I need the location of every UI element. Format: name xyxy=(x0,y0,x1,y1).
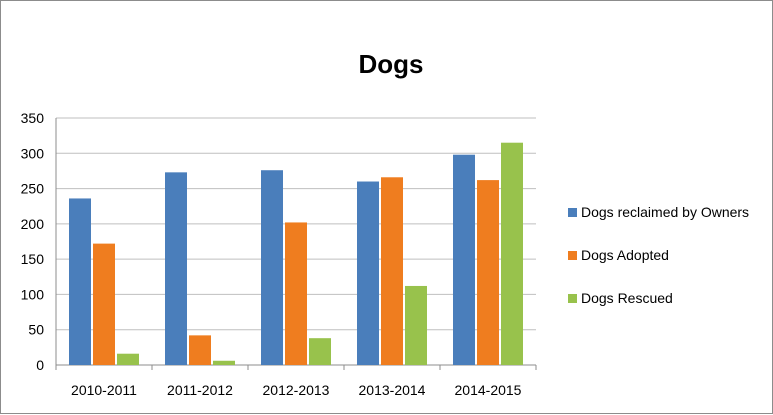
x-tick-label: 2010-2011 xyxy=(71,382,137,398)
bar-dogs-adopted-2010-2011 xyxy=(93,243,115,365)
bar-dogs-reclaimed-by-owners-2014-2015 xyxy=(453,154,475,365)
y-tick-label: 50 xyxy=(28,322,44,338)
x-tick-label: 2013-2014 xyxy=(359,382,426,398)
y-tick-label: 0 xyxy=(36,357,44,373)
x-tick-label: 2011-2012 xyxy=(167,382,233,398)
legend-label: Dogs Rescued xyxy=(581,290,673,306)
bar-dogs-adopted-2012-2013 xyxy=(285,222,307,365)
bar-dogs-reclaimed-by-owners-2013-2014 xyxy=(357,181,379,365)
y-tick-label: 100 xyxy=(21,286,45,302)
y-tick-label: 300 xyxy=(21,145,45,161)
y-tick-label: 250 xyxy=(21,181,45,197)
chart-title: Dogs xyxy=(359,49,424,79)
bar-dogs-reclaimed-by-owners-2010-2011 xyxy=(69,198,91,365)
legend-swatch xyxy=(568,294,577,303)
y-tick-label: 350 xyxy=(21,110,45,126)
legend: Dogs reclaimed by Owners Dogs Adopted Dogs… xyxy=(568,204,749,306)
bars xyxy=(69,142,523,365)
legend-swatch xyxy=(568,208,577,217)
bar-dogs-rescued-2013-2014 xyxy=(405,285,427,365)
bar-dogs-rescued-2012-2013 xyxy=(309,338,331,365)
y-tick-label: 200 xyxy=(21,216,45,232)
bar-dogs-rescued-2010-2011 xyxy=(117,353,139,365)
y-tick-label: 150 xyxy=(21,251,45,267)
bar-dogs-adopted-2014-2015 xyxy=(477,180,499,365)
x-tick-label: 2012-2013 xyxy=(263,382,330,398)
tick-labels: 0 50 100 150 200 250 300 350 2010-2011 2011-2012 2… xyxy=(21,110,522,398)
legend-label: Dogs reclaimed by Owners xyxy=(581,204,749,220)
legend-label: Dogs Adopted xyxy=(581,247,669,263)
bar-dogs-rescued-2014-2015 xyxy=(501,142,523,365)
legend-swatch xyxy=(568,251,577,260)
bar-dogs-adopted-2013-2014 xyxy=(381,177,403,365)
x-tick-label: 2014-2015 xyxy=(455,382,522,398)
bar-dogs-adopted-2011-2012 xyxy=(189,335,211,365)
bar-dogs-rescued-2011-2012 xyxy=(213,360,235,365)
bar-dogs-reclaimed-by-owners-2011-2012 xyxy=(165,172,187,365)
bar-dogs-reclaimed-by-owners-2012-2013 xyxy=(261,170,283,365)
